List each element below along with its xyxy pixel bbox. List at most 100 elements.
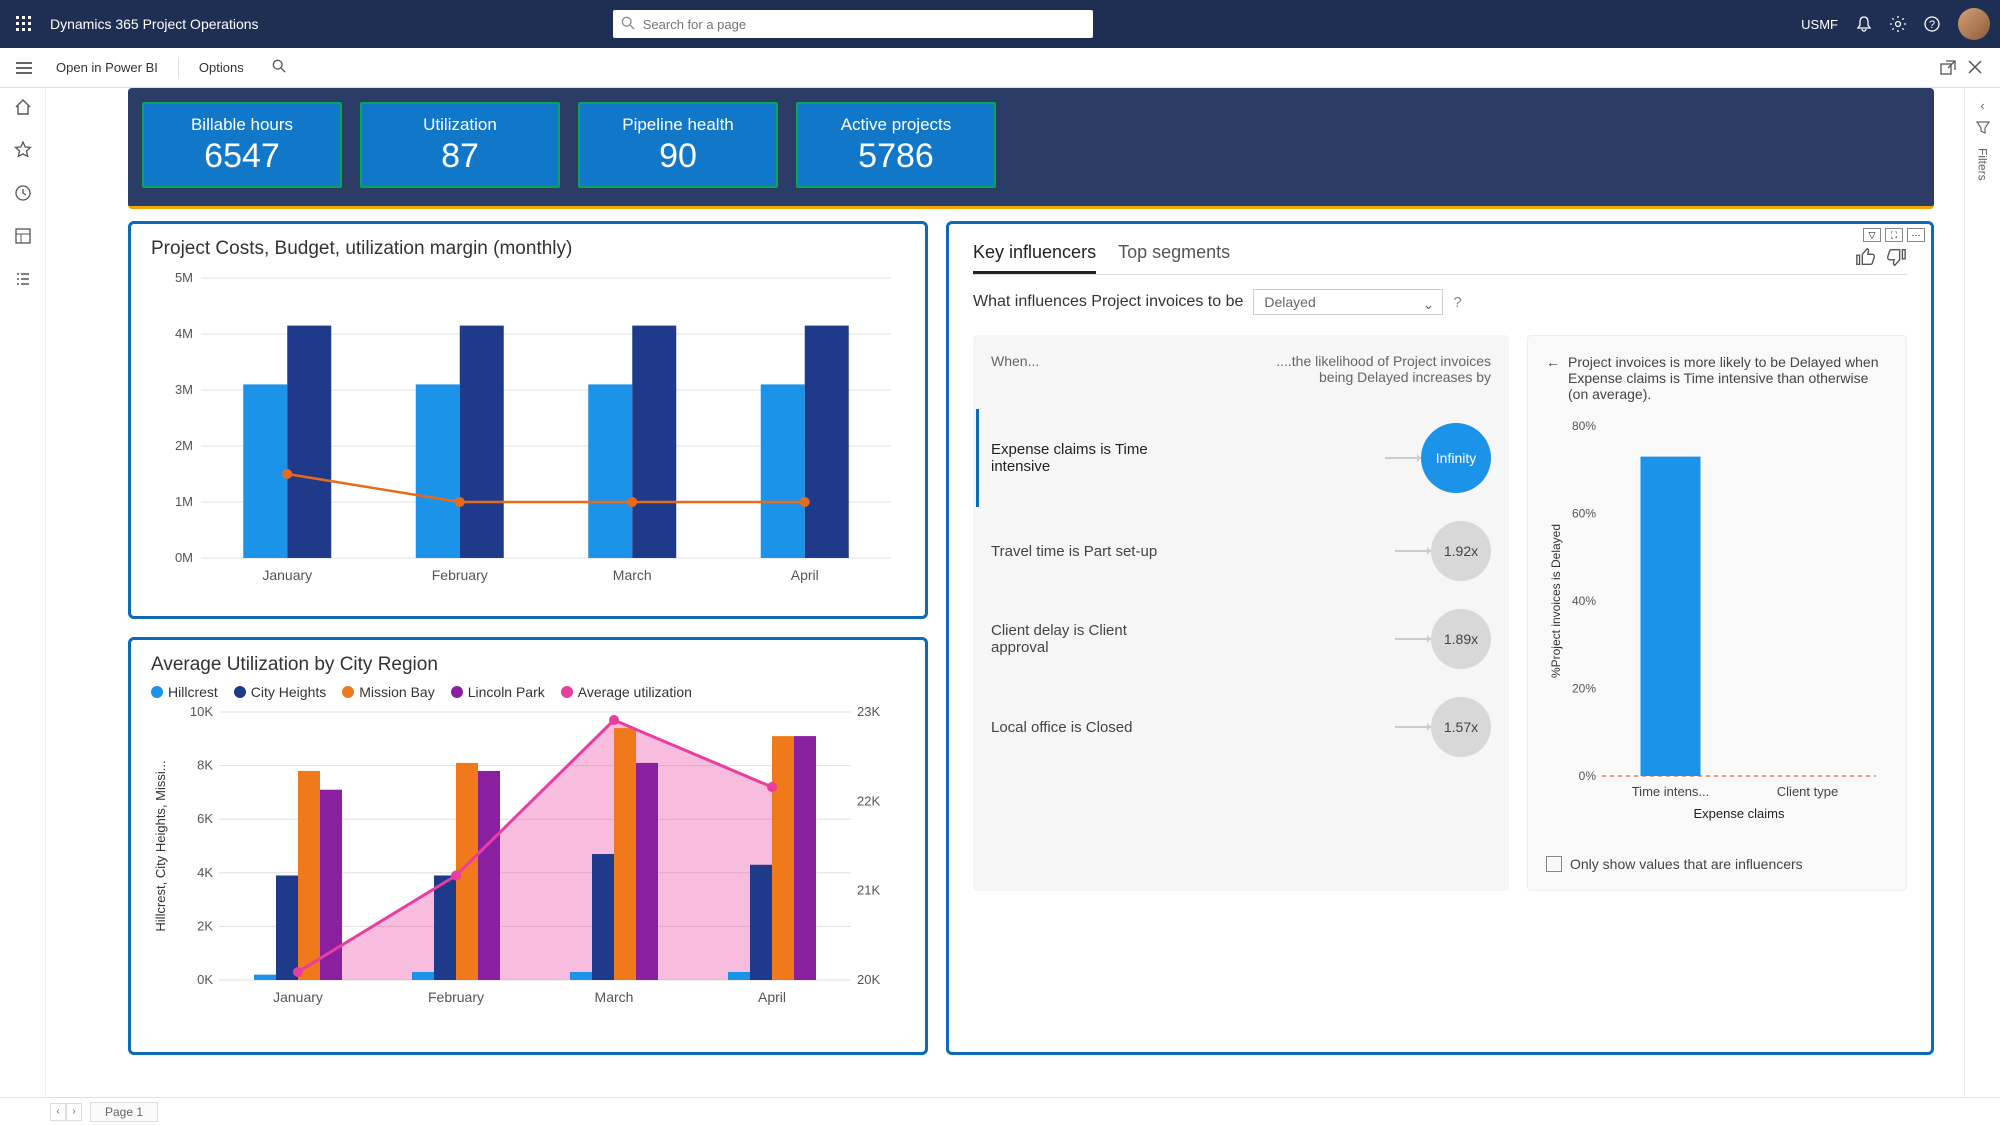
kpi-band: Billable hours 6547 Utilization 87 Pipel… [128,88,1934,209]
gear-icon[interactable] [1890,16,1906,32]
open-powerbi-button[interactable]: Open in Power BI [44,54,170,81]
utilization-chart: Hillcrest, City Heights, Missi...0K2K4K6… [151,706,901,1036]
outcome-select[interactable]: Delayed ⌄ [1253,289,1443,315]
left-column: Project Costs, Budget, utilization margi… [128,221,928,1055]
costs-chart: 0M1M2M3M4M5MJanuaryFebruaryMarchApril [151,268,901,598]
chevron-left-icon[interactable]: ‹ [1980,98,1984,113]
tab-top-segments[interactable]: Top segments [1118,242,1230,274]
main-layout: Billable hours 6547 Utilization 87 Pipel… [0,88,2000,1097]
influencers-list: When... ....the likelihood of Project in… [973,335,1509,891]
legend-item[interactable]: Lincoln Park [451,684,545,700]
options-button[interactable]: Options [187,54,256,81]
more-icon[interactable]: ⋯ [1907,228,1925,242]
kpi-label: Active projects [841,115,952,135]
svg-text:January: January [273,989,323,1005]
influencer-row[interactable]: Client delay is Client approval 1.89x [991,595,1491,683]
focus-icon[interactable]: ⛶ [1885,228,1903,242]
filter-icon[interactable]: ▽ [1863,228,1881,242]
svg-text:22K: 22K [857,793,880,808]
influencer-row[interactable]: Expense claims is Time intensive Infinit… [976,409,1491,507]
influencer-label: Expense claims is Time intensive [991,441,1181,475]
influencer-row[interactable]: Local office is Closed 1.57x [991,683,1491,771]
workspace-icon[interactable] [14,227,32,248]
svg-text:April: April [791,567,819,583]
help-icon[interactable]: ? [1924,16,1940,32]
star-icon[interactable] [14,141,32,162]
svg-text:40%: 40% [1572,594,1596,608]
influencer-label: Client delay is Client approval [991,622,1181,656]
influencer-row[interactable]: Travel time is Part set-up 1.92x [991,507,1491,595]
bell-icon[interactable] [1856,16,1872,32]
utilization-panel[interactable]: Average Utilization by City Region Hillc… [128,637,928,1055]
feedback-icons [1855,246,1907,271]
help-icon[interactable]: ? [1453,294,1461,311]
legend-item[interactable]: Hillcrest [151,684,218,700]
arrow-line [1395,550,1431,552]
svg-text:0M: 0M [175,550,193,565]
close-icon[interactable] [1968,60,1982,76]
svg-text:2M: 2M [175,438,193,453]
app-launcher-icon[interactable] [10,10,38,38]
kpi-card[interactable]: Billable hours 6547 [142,102,342,188]
tab-key-influencers[interactable]: Key influencers [973,242,1096,274]
svg-text:February: February [432,567,488,583]
svg-text:Client type: Client type [1777,784,1838,799]
key-influencers-panel[interactable]: ▽ ⛶ ⋯ Key influencers Top segments What … [946,221,1934,1055]
svg-text:60%: 60% [1572,507,1596,521]
thumbs-down-icon[interactable] [1885,246,1907,271]
legend-item[interactable]: Mission Bay [342,684,434,700]
svg-text:Expense claims: Expense claims [1693,806,1785,821]
kpi-card[interactable]: Utilization 87 [360,102,560,188]
bubble-wrap: 1.57x [1395,697,1491,757]
back-arrow-icon[interactable]: ← [1546,354,1560,402]
legend-item[interactable]: Average utilization [561,684,692,700]
svg-text:23K: 23K [857,706,880,719]
cmd-right [1940,60,1992,76]
svg-text:2K: 2K [197,918,213,933]
bubble-wrap: Infinity [1385,423,1491,493]
sheet-nav: ‹ › [50,1103,82,1121]
kpi-card[interactable]: Active projects 5786 [796,102,996,188]
likely-header: ....the likelihood of Project invoices b… [1271,353,1491,385]
svg-text:20K: 20K [857,972,880,987]
bubble-wrap: 1.92x [1395,521,1491,581]
influencer-label: Travel time is Part set-up [991,543,1157,560]
svg-text:80%: 80% [1572,419,1596,433]
prev-page-icon[interactable]: ‹ [50,1103,66,1121]
arrow-line [1385,457,1421,459]
left-rail [0,88,46,1097]
costs-panel[interactable]: Project Costs, Budget, utilization margi… [128,221,928,619]
ki-explanation: ← Project invoices is more likely to be … [1546,354,1888,402]
kpi-label: Utilization [423,115,497,135]
detail-chart: %Project invoices is Delayed0%20%40%60%8… [1546,416,1886,856]
svg-text:Hillcrest, City Heights, Missi: Hillcrest, City Heights, Missi... [153,760,168,931]
visual-header-icons: ▽ ⛶ ⋯ [1863,228,1925,242]
influence-bubble: 1.57x [1431,697,1491,757]
svg-text:0%: 0% [1579,769,1597,783]
panel-title: Project Costs, Budget, utilization margi… [151,238,905,260]
panels-row: Project Costs, Budget, utilization margi… [128,221,1934,1055]
next-page-icon[interactable]: › [66,1103,82,1121]
company-label[interactable]: USMF [1801,17,1838,32]
cmd-search-icon[interactable] [260,53,298,82]
kpi-value: 5786 [858,137,934,176]
recent-icon[interactable] [14,184,32,205]
influence-bubble: 1.89x [1431,609,1491,669]
kpi-card[interactable]: Pipeline health 90 [578,102,778,188]
ki-checkbox-row: Only show values that are influencers [1546,856,1888,872]
filters-rail[interactable]: ‹ Filters [1964,88,2000,1097]
svg-text:April: April [758,989,786,1005]
legend-item[interactable]: City Heights [234,684,326,700]
kpi-value: 90 [659,137,697,176]
command-bar: Open in Power BI Options [0,48,2000,88]
home-icon[interactable] [14,98,32,119]
only-influencers-checkbox[interactable] [1546,856,1562,872]
sheet-tab[interactable]: Page 1 [90,1102,158,1122]
popout-icon[interactable] [1940,60,1956,76]
hamburger-icon[interactable] [8,52,40,84]
avatar[interactable] [1958,8,1990,40]
search-input[interactable] [613,10,1093,38]
svg-text:4M: 4M [175,326,193,341]
thumbs-up-icon[interactable] [1855,246,1877,271]
list-icon[interactable] [14,270,32,291]
